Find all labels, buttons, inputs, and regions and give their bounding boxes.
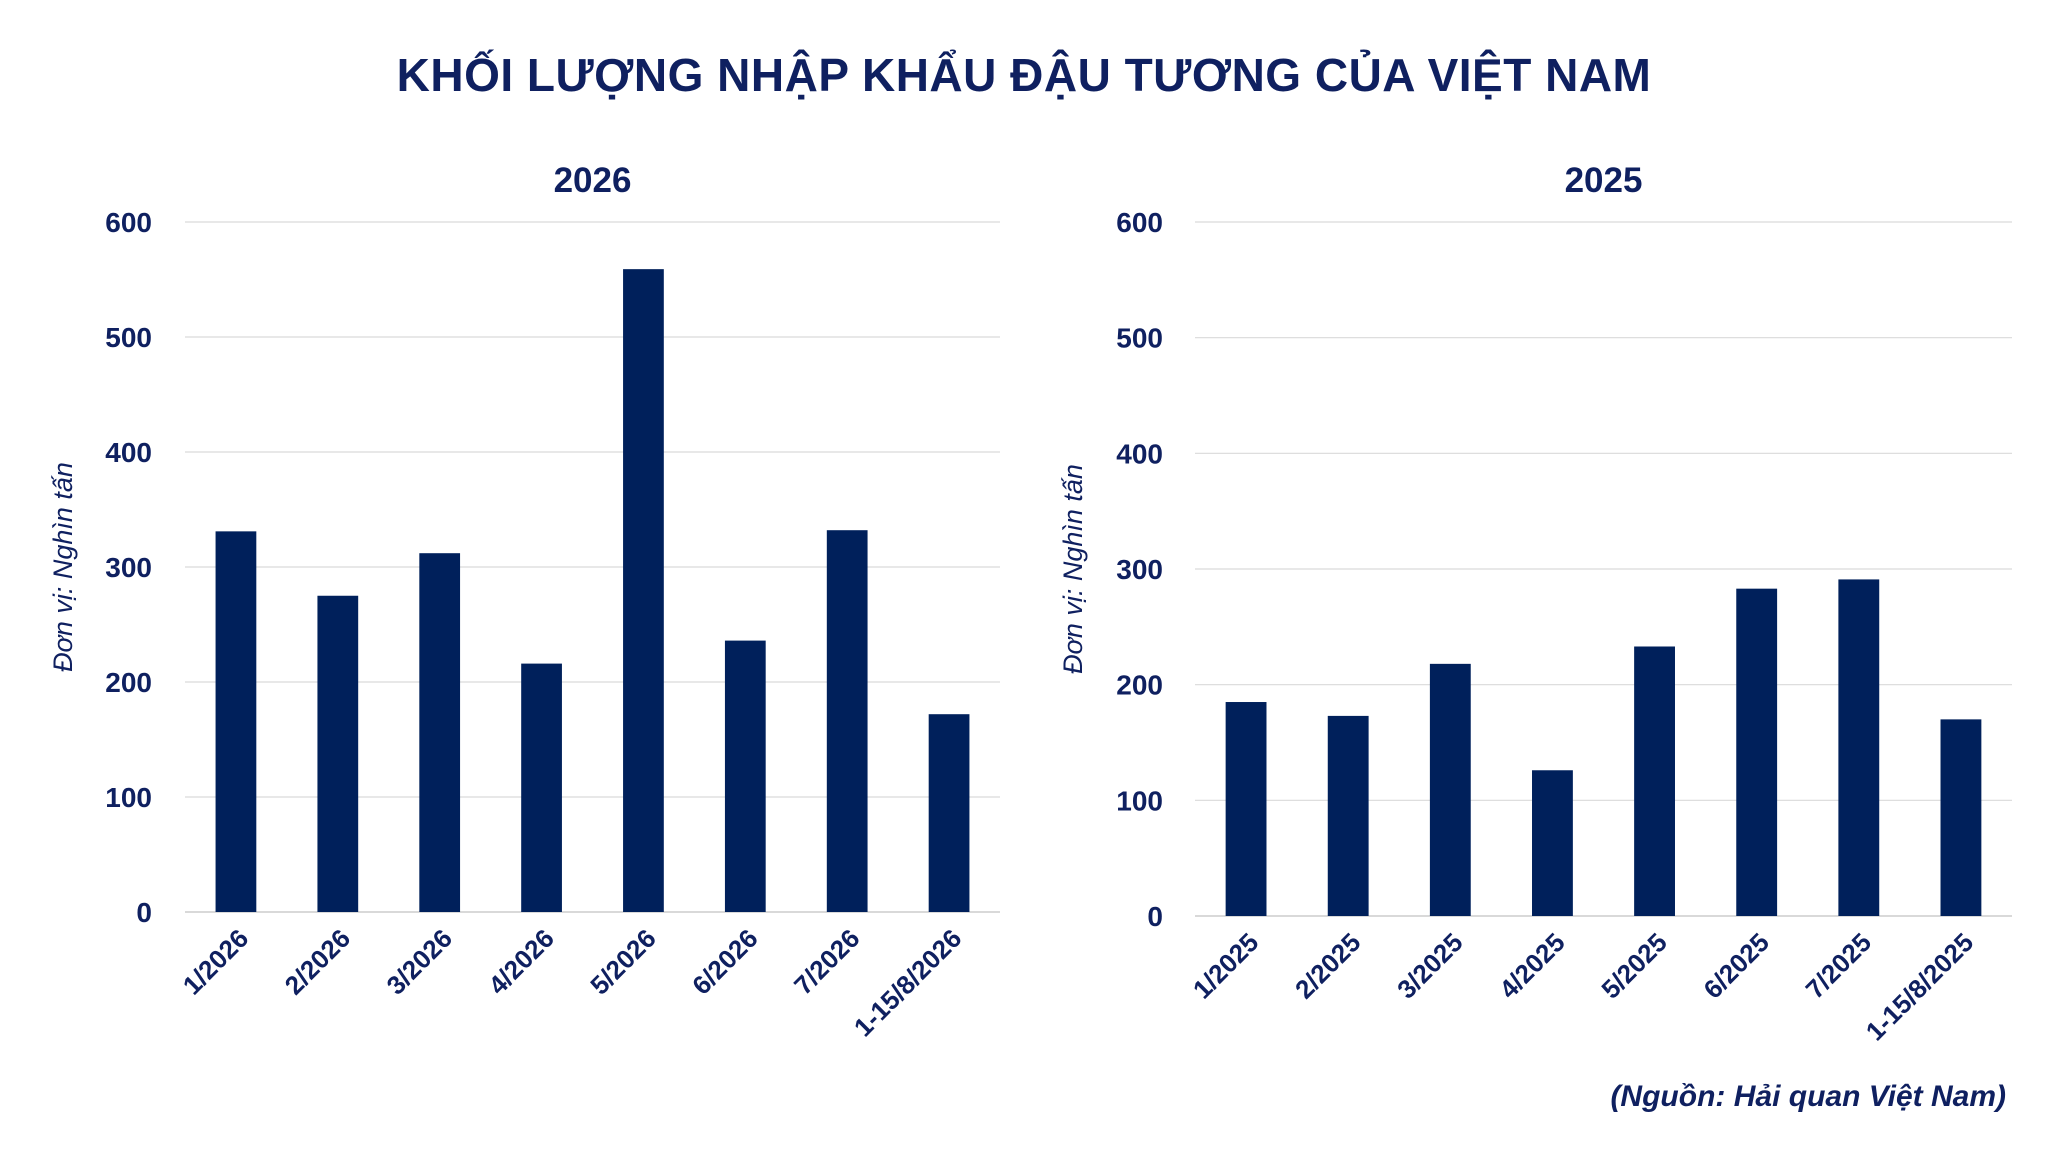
- x-tick-label: 4/2026: [482, 923, 559, 1000]
- y-tick-label: 600: [105, 207, 152, 238]
- y-tick-label: 500: [105, 322, 152, 353]
- y-tick-label: 0: [1147, 901, 1163, 932]
- y-tick-label: 300: [105, 552, 152, 583]
- chart-title: 2026: [554, 161, 632, 200]
- chart-0: 2026 0 100 200 300 400 500 600 Đơn vị: Nghìn tấn…: [48, 161, 1000, 1042]
- bar-6/2025: [1736, 588, 1778, 916]
- y-axis-label: Đơn vị: Nghìn tấn: [1058, 464, 1088, 674]
- y-tick-label: 400: [1116, 438, 1163, 469]
- bar-2/2026: [317, 595, 359, 912]
- x-tick-label: 3/2025: [1391, 927, 1468, 1004]
- y-tick-label: 500: [1116, 323, 1163, 354]
- x-tick-label: 3/2026: [380, 923, 457, 1000]
- x-tick-label: 6/2026: [686, 923, 763, 1000]
- x-tick-label: 2/2025: [1289, 927, 1366, 1004]
- y-tick-label: 200: [105, 667, 152, 698]
- bar-7/2025: [1838, 579, 1880, 916]
- y-tick-label: 100: [1116, 785, 1163, 816]
- bar-1/2025: [1225, 702, 1267, 916]
- x-tick-label: 4/2025: [1493, 927, 1570, 1004]
- x-tick-label: 1-15/8/2026: [848, 923, 967, 1042]
- bar-1-15/8/2025: [1940, 719, 1982, 916]
- x-tick-label: 1/2026: [177, 923, 254, 1000]
- bar-1-15/8/2026: [928, 714, 970, 912]
- bar-5/2025: [1634, 646, 1675, 916]
- y-tick-label: 100: [105, 782, 152, 813]
- x-tick-label: 7/2026: [788, 923, 865, 1000]
- bar-4/2026: [521, 663, 562, 912]
- main-title: KHỐI LƯỢNG NHẬP KHẨU ĐẬU TƯƠNG CỦA VIỆT …: [396, 49, 1652, 101]
- y-tick-label: 300: [1116, 554, 1163, 585]
- y-axis-label: Đơn vị: Nghìn tấn: [48, 462, 78, 672]
- chart-title: 2025: [1565, 161, 1643, 200]
- x-tick-label: 6/2025: [1697, 927, 1774, 1004]
- bar-3/2026: [419, 553, 461, 912]
- bar-1/2026: [215, 531, 257, 912]
- source-note: (Nguồn: Hải quan Việt Nam): [1610, 1080, 2006, 1113]
- x-tick-label: 1-15/8/2025: [1860, 927, 1979, 1046]
- bar-2/2025: [1327, 715, 1369, 916]
- bar-5/2026: [623, 269, 664, 912]
- bar-4/2025: [1532, 770, 1573, 916]
- y-tick-label: 200: [1116, 670, 1163, 701]
- x-tick-label: 2/2026: [279, 923, 356, 1000]
- x-tick-label: 1/2025: [1187, 927, 1264, 1004]
- y-tick-label: 600: [1116, 207, 1163, 238]
- bar-3/2025: [1429, 663, 1471, 916]
- x-tick-label: 7/2025: [1800, 927, 1877, 1004]
- y-tick-label: 400: [105, 437, 152, 468]
- y-tick-label: 0: [136, 897, 152, 928]
- chart-1: 2025 0 100 200 300 400 500 600 Đơn vị: Nghìn tấn…: [1058, 161, 2012, 1046]
- bar-7/2026: [826, 530, 868, 912]
- bar-6/2026: [724, 640, 766, 912]
- x-tick-label: 5/2025: [1595, 927, 1672, 1004]
- x-tick-label: 5/2026: [584, 923, 661, 1000]
